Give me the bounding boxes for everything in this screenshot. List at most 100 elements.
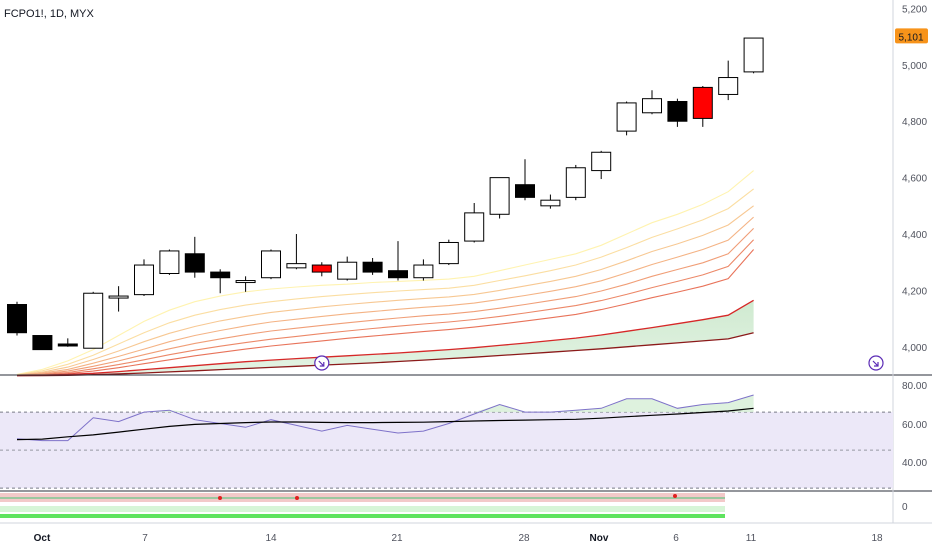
osc-green-band <box>0 514 725 518</box>
candle-body <box>159 250 180 274</box>
ema-ribbon-line <box>16 216 754 376</box>
event-marker-icon[interactable] <box>868 355 884 371</box>
candle <box>57 338 78 347</box>
candle-body <box>57 343 78 347</box>
candle <box>184 236 205 278</box>
symbol-title: FCPO1!, 1D, MYX <box>4 8 94 20</box>
candle-body <box>515 184 535 198</box>
price-tick-label: 4,400 <box>902 230 927 241</box>
candle <box>591 150 612 180</box>
ema-ribbon-line <box>16 170 754 375</box>
candle-body <box>718 77 739 95</box>
candle <box>489 177 510 219</box>
time-tick-label: 6 <box>673 533 679 544</box>
candle <box>7 301 27 336</box>
osc-signal-dot <box>295 496 299 500</box>
candle <box>515 159 535 201</box>
osc-light-green-band <box>0 506 725 512</box>
candle <box>134 259 154 297</box>
event-marker-icon[interactable] <box>314 355 330 371</box>
candle <box>108 286 129 312</box>
oscillator-pane <box>0 493 725 518</box>
time-tick-label: Oct <box>34 533 51 544</box>
candle-body <box>743 37 764 73</box>
time-tick-label: 11 <box>746 533 757 544</box>
candle-body <box>7 304 27 334</box>
rsi-tick-label: 40.00 <box>902 458 927 469</box>
time-tick-label: 28 <box>518 533 530 544</box>
candle-body <box>692 86 713 119</box>
candle-body <box>667 101 688 122</box>
candle-body <box>261 250 281 279</box>
candle <box>362 257 383 275</box>
candle <box>692 85 713 127</box>
candle <box>743 37 764 74</box>
candle <box>464 203 485 243</box>
candle <box>540 194 561 209</box>
osc-signal-dot <box>673 494 677 498</box>
candle-body <box>32 335 53 351</box>
ema-red-line <box>16 299 754 377</box>
candle <box>388 241 408 281</box>
candle-body <box>388 270 408 279</box>
candle-body <box>108 295 129 299</box>
candle-body <box>286 263 307 269</box>
ema-fill <box>17 300 754 376</box>
candle <box>235 276 256 292</box>
candle <box>438 239 459 266</box>
rsi-line <box>16 394 754 442</box>
candle <box>718 60 739 101</box>
osc-signal-dot <box>218 496 222 500</box>
rsi-tick-label: 60.00 <box>902 420 927 431</box>
ema-ribbon-line <box>16 205 754 376</box>
event-markers <box>314 355 884 371</box>
rsi-signal-line <box>16 407 754 441</box>
candle-body <box>184 253 205 273</box>
candle-body <box>489 177 510 215</box>
candle-body <box>337 261 358 280</box>
candle <box>667 98 688 127</box>
time-tick-label: 18 <box>871 533 883 544</box>
time-tick-label: Nov <box>590 533 609 544</box>
rsi-axis[interactable]: 80.00 60.00 40.00 <box>902 381 927 469</box>
osc-tick-label: 0 <box>902 502 908 513</box>
time-axis[interactable]: Oct 7 14 21 28 Nov 6 11 18 <box>34 533 883 544</box>
rsi-tick-label: 80.00 <box>902 381 927 392</box>
ema-ribbon <box>16 170 755 377</box>
candle <box>83 291 104 349</box>
price-tick-label: 5,200 <box>902 4 927 15</box>
price-tick-label: 5,000 <box>902 61 927 72</box>
candle-body <box>413 264 434 279</box>
candle <box>565 164 586 201</box>
rsi-overbought-fill <box>17 395 754 413</box>
candle-body <box>438 241 459 265</box>
candle-body <box>642 98 662 114</box>
price-pane <box>7 37 884 377</box>
last-price-tag: 5,101 <box>895 28 928 44</box>
candle <box>159 249 180 275</box>
candle-body <box>210 271 231 279</box>
ema-ribbon-line <box>16 228 754 376</box>
price-axis[interactable]: 5,200 5,000 4,800 4,600 4,400 4,200 4,000 <box>902 4 927 353</box>
candles <box>7 37 764 351</box>
osc-axis[interactable]: 0 <box>902 502 908 513</box>
ema-dark-line <box>17 332 754 377</box>
time-tick-label: 7 <box>142 533 148 544</box>
time-tick-label: 14 <box>265 533 277 544</box>
candle <box>413 259 434 281</box>
candle-body <box>362 261 383 273</box>
candle <box>337 256 358 281</box>
candle-body <box>540 199 561 207</box>
price-tick-label: 4,600 <box>902 174 927 185</box>
candle <box>261 249 281 280</box>
ema-ribbon-line <box>16 188 754 376</box>
last-price-label: 5,101 <box>898 32 923 43</box>
candle-body <box>311 264 332 273</box>
ema-ribbon-line <box>16 239 754 376</box>
candle <box>286 234 307 270</box>
candle-body <box>134 264 154 296</box>
ema-ribbon-line <box>16 249 755 377</box>
candle-body <box>235 280 256 284</box>
price-tick-label: 4,800 <box>902 117 927 128</box>
